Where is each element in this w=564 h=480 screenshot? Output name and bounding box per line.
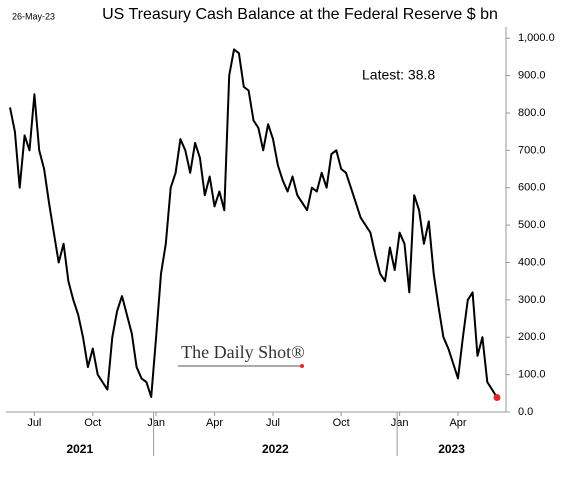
y-tick-label: 600.0 [518, 182, 546, 194]
year-label: 2022 [262, 442, 289, 456]
watermark-dot [300, 364, 304, 368]
date-label: 26-May-23 [12, 11, 55, 21]
latest-point [493, 393, 501, 401]
y-tick-label: 900.0 [518, 69, 546, 81]
y-tick-label: 0.0 [518, 406, 533, 418]
x-tick-label: Oct [333, 417, 350, 429]
y-tick-label: 500.0 [518, 219, 546, 231]
annotation: Latest: 38.8 [362, 67, 435, 83]
x-tick-label: Jul [266, 417, 280, 429]
y-tick-label: 300.0 [518, 294, 546, 306]
x-tick-label: Oct [84, 417, 101, 429]
y-tick-label: 100.0 [518, 369, 546, 381]
x-tick-label: Jan [147, 417, 165, 429]
chart-title: US Treasury Cash Balance at the Federal … [102, 6, 498, 23]
watermark: The Daily Shot® [181, 342, 305, 362]
data-line [9, 48, 498, 399]
y-tick-label: 400.0 [518, 256, 546, 268]
year-label: 2021 [66, 442, 93, 456]
x-tick-label: Apr [206, 417, 223, 429]
x-tick-label: Jan [391, 417, 409, 429]
y-tick-label: 800.0 [518, 107, 546, 119]
year-label: 2023 [438, 442, 465, 456]
y-tick-label: 200.0 [518, 331, 546, 343]
y-tick-label: 1,000.0 [518, 32, 555, 44]
x-tick-label: Apr [449, 417, 466, 429]
x-tick-label: Jul [27, 417, 41, 429]
y-tick-label: 700.0 [518, 144, 546, 156]
